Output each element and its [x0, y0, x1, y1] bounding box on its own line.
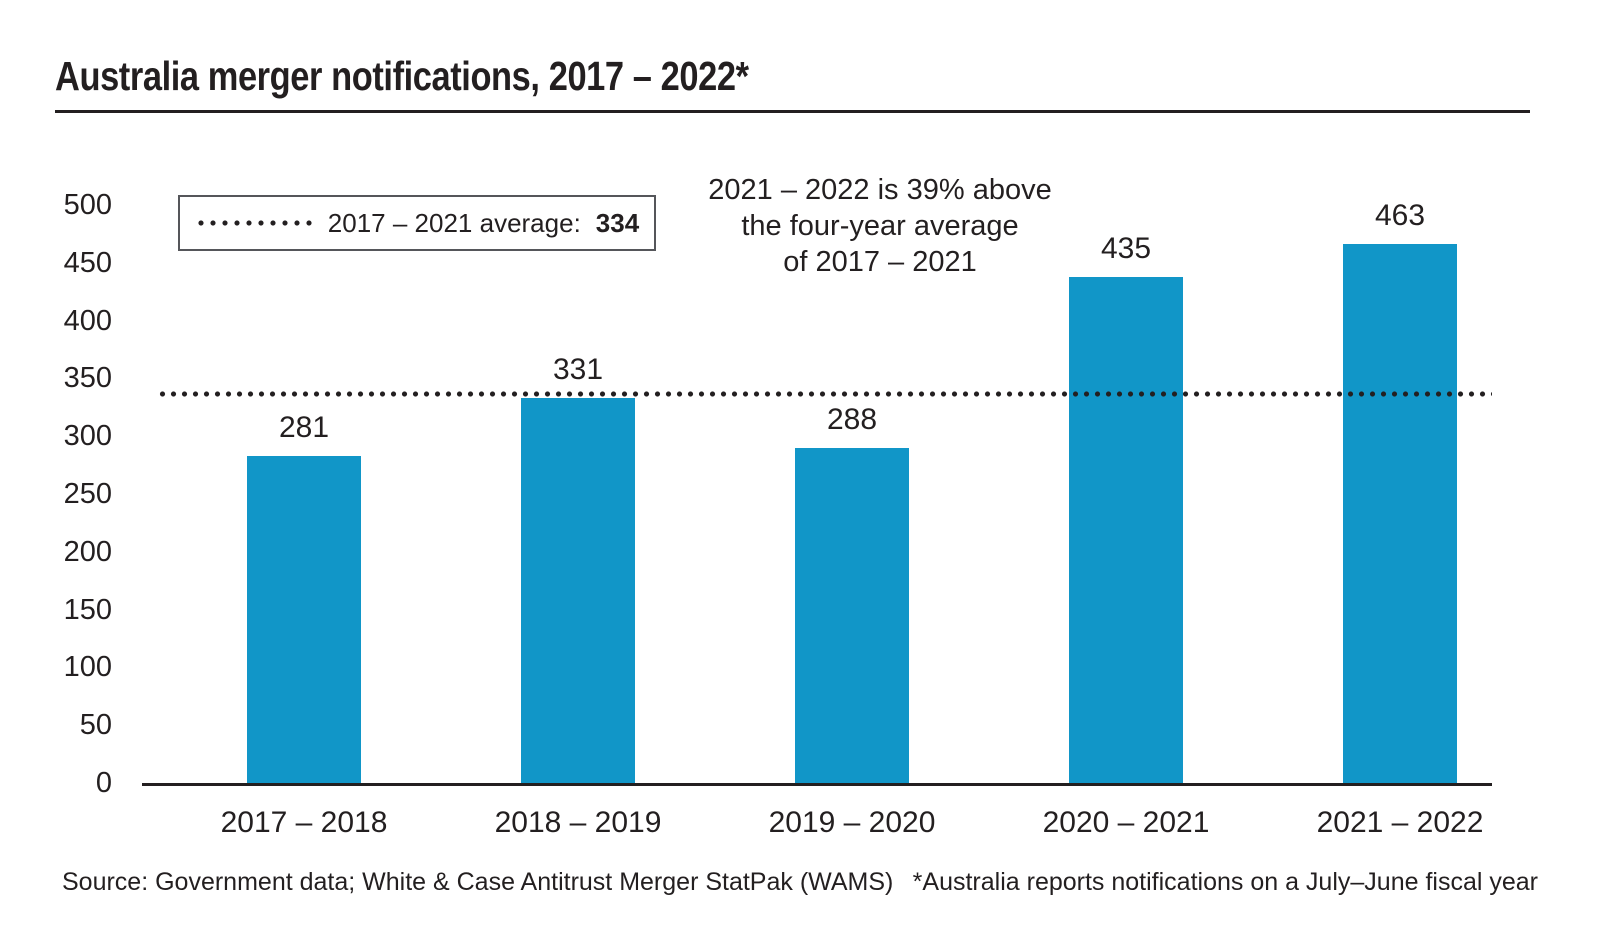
- x-axis-label: 2019 – 2020: [768, 806, 936, 839]
- average-dotted-line: [157, 391, 1492, 397]
- y-tick-label: 50: [79, 709, 112, 741]
- y-tick-label: 500: [63, 189, 112, 221]
- bar-value-label: 288: [826, 403, 878, 436]
- y-tick-label: 250: [63, 478, 112, 510]
- bar: [1069, 277, 1183, 783]
- y-tick-label: 150: [63, 594, 112, 626]
- annotation-line: the four-year average: [741, 210, 1019, 242]
- y-tick-label: 0: [95, 767, 112, 799]
- bar: [247, 456, 361, 783]
- bar: [1343, 244, 1457, 783]
- title-divider: [55, 110, 1530, 113]
- x-axis-line: [142, 783, 1492, 786]
- y-tick-label: 400: [63, 305, 112, 337]
- chart-title: Australia merger notifications, 2017 – 2…: [55, 53, 749, 99]
- fiscal-year-footnote: *Australia reports notifications on a Ju…: [912, 868, 1538, 896]
- bar-value-label: 463: [1374, 199, 1426, 232]
- y-tick-label: 350: [63, 362, 112, 394]
- annotation: 2021 – 2022 is 39% above the four-year a…: [650, 172, 1110, 280]
- legend-label: 2017 – 2021 average:: [327, 207, 581, 238]
- bar: [521, 398, 635, 783]
- x-axis-label: 2021 – 2022: [1316, 806, 1484, 839]
- bar: [795, 448, 909, 783]
- annotation-line: 2021 – 2022 is 39% above: [708, 174, 1052, 206]
- y-tick-label: 450: [63, 247, 112, 279]
- y-tick-label: 300: [63, 420, 112, 452]
- x-axis-label: 2018 – 2019: [494, 806, 662, 839]
- dotted-line-swatch: [194, 220, 313, 226]
- bar-value-label: 331: [552, 353, 604, 386]
- x-axis-label: 2020 – 2021: [1042, 806, 1210, 839]
- annotation-line: of 2017 – 2021: [783, 246, 977, 278]
- x-axis-label: 2017 – 2018: [220, 806, 388, 839]
- bar-value-label: 435: [1100, 232, 1152, 265]
- y-tick-label: 100: [63, 651, 112, 683]
- average-legend: 2017 – 2021 average: 334: [178, 195, 656, 251]
- bar-value-label: 281: [278, 411, 330, 444]
- footer: Source: Government data; White & Case An…: [0, 868, 1600, 900]
- source-note: Source: Government data; White & Case An…: [62, 868, 894, 896]
- legend-value: 334: [595, 207, 640, 238]
- y-tick-label: 200: [63, 536, 112, 568]
